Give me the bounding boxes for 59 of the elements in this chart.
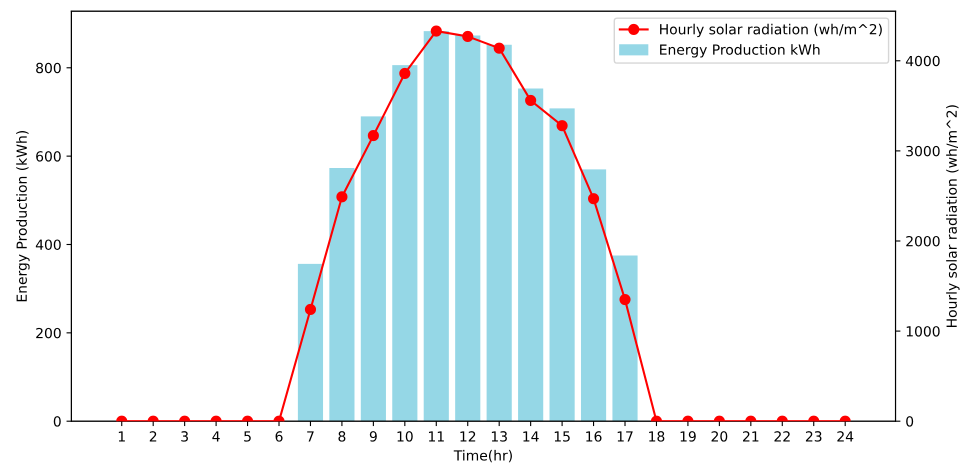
point [336, 191, 348, 202]
bar [612, 256, 638, 422]
x-tick-label: 9 [370, 431, 377, 442]
y2-tick-label: 1000 [906, 326, 940, 337]
x-tick-label: 12 [460, 431, 476, 442]
point [462, 30, 474, 42]
x-tick-label: 23 [806, 431, 822, 442]
legend-label: Energy Production kWh [660, 44, 820, 58]
x-tick-label: 22 [774, 431, 790, 442]
x-tick-label: 7 [307, 431, 314, 442]
legend-label: Hourly solar radiation (wh/m^2) [660, 24, 882, 38]
x-tick-label: 18 [649, 431, 664, 442]
x-axis-title: Time(hr) [454, 450, 512, 462]
point [494, 42, 505, 54]
y-tick-label: 200 [36, 328, 61, 338]
bar [329, 168, 354, 422]
point [588, 193, 600, 204]
bar [518, 88, 544, 422]
y2-tick-label: 2000 [906, 236, 940, 246]
bar [392, 65, 418, 422]
y2-axis-title: Hourly solar radiation (wh/m^2) [946, 105, 960, 327]
x-tick-label: 21 [743, 431, 758, 442]
x-tick-label: 2 [150, 431, 156, 442]
y-tick-label: 600 [36, 151, 61, 162]
bar [424, 31, 449, 422]
point [525, 94, 536, 106]
point [430, 26, 442, 37]
y-axis-title: Energy Production (kWh) [16, 131, 30, 302]
x-tick-label: 24 [837, 431, 854, 442]
x-tick-label: 13 [492, 431, 507, 442]
y2-tick-label: 0 [906, 416, 914, 427]
x-tick-label: 3 [181, 431, 188, 442]
x-tick-label: 6 [276, 431, 283, 442]
point [399, 68, 410, 79]
bar [550, 108, 575, 422]
bar [360, 116, 386, 422]
x-tick-label: 11 [428, 431, 444, 442]
x-tick-label: 17 [618, 431, 633, 442]
y-tick-label: 800 [36, 62, 61, 74]
bar [486, 44, 512, 422]
x-tick-label: 4 [212, 431, 220, 442]
x-tick-label: 1 [118, 431, 125, 442]
x-tick-label: 20 [712, 431, 728, 442]
y2-tick-label: 4000 [906, 56, 940, 66]
x-tick-label: 5 [244, 431, 251, 442]
x-tick-label: 15 [554, 431, 570, 442]
x-tick-label: 19 [680, 431, 696, 442]
x-tick-label: 10 [398, 431, 413, 442]
x-tick-label: 16 [586, 431, 602, 442]
x-tick-label: 14 [523, 431, 539, 442]
y-tick-label: 0 [54, 416, 61, 427]
point [556, 120, 568, 132]
point [368, 130, 379, 142]
bar [455, 36, 480, 422]
y-tick-label: 400 [36, 239, 61, 250]
x-tick-label: 8 [338, 431, 346, 442]
bar [298, 264, 324, 422]
y2-tick-label: 3000 [906, 146, 940, 156]
bar [580, 169, 606, 422]
